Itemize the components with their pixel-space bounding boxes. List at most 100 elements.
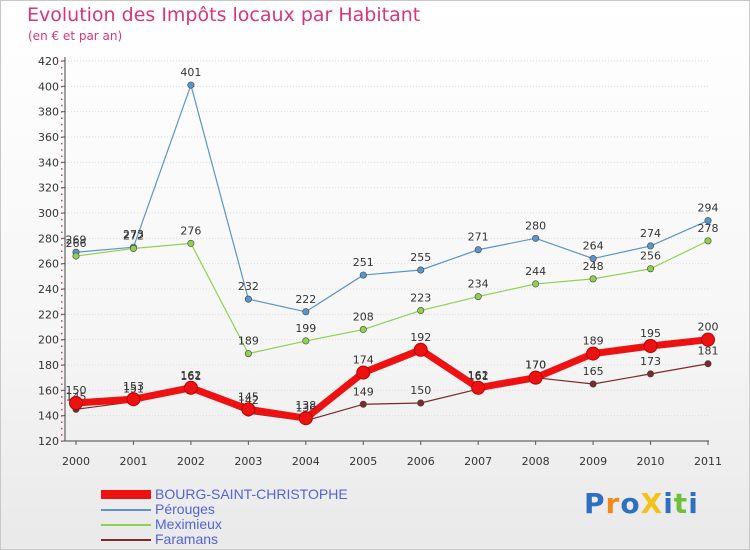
y-minor-tick (61, 155, 63, 157)
y-tick-label: 340 (38, 156, 59, 169)
data-point (417, 266, 425, 274)
x-tick-label: 2004 (292, 455, 320, 468)
logo-letter: r (605, 487, 621, 520)
data-label: 248 (583, 260, 604, 273)
data-label: 401 (180, 66, 201, 79)
y-minor-tick (61, 313, 63, 316)
y-minor-tick (61, 301, 63, 303)
x-tick-label: 2001 (119, 455, 147, 468)
y-minor-tick (61, 396, 63, 398)
legend-swatch (101, 509, 151, 511)
y-minor-tick (61, 351, 63, 354)
y-minor-tick (61, 294, 63, 297)
x-tick-label: 2005 (349, 455, 377, 468)
data-label: 232 (238, 280, 259, 293)
data-point (532, 234, 540, 242)
logo-letter: P (584, 487, 606, 520)
data-point (417, 399, 425, 407)
y-minor-tick (61, 206, 63, 208)
y-minor-tick (61, 269, 63, 271)
data-point (359, 271, 367, 279)
data-label: 145 (238, 390, 259, 403)
y-tick-label: 320 (38, 182, 59, 195)
y-minor-tick (61, 104, 63, 107)
y-minor-tick (61, 149, 63, 151)
data-point (298, 411, 313, 426)
series-faramans: 145151161142136149150161170165173181 (66, 345, 719, 425)
legend-swatch (101, 524, 151, 526)
data-label: 150 (410, 384, 431, 397)
y-minor-tick (61, 212, 63, 214)
data-label: 280 (525, 219, 546, 232)
x-tick-label: 2003 (234, 455, 262, 468)
data-label: 150 (66, 384, 87, 397)
data-point (302, 308, 310, 316)
logo-letter: i (688, 487, 699, 520)
y-minor-tick (61, 66, 63, 69)
y-minor-tick (61, 415, 63, 417)
data-label: 173 (640, 355, 661, 368)
data-label: 273 (123, 228, 144, 241)
y-minor-tick (61, 193, 63, 195)
data-label: 256 (640, 250, 661, 263)
y-tick-label: 140 (38, 410, 59, 423)
data-point (72, 252, 80, 260)
data-label: 255 (410, 251, 431, 264)
data-point (589, 380, 597, 388)
x-tick-label: 2008 (522, 455, 550, 468)
y-minor-tick (61, 383, 63, 385)
data-label: 149 (353, 385, 374, 398)
x-tick-label: 2011 (694, 455, 722, 468)
data-point (187, 81, 195, 89)
y-minor-tick (61, 421, 63, 423)
data-point (647, 370, 655, 378)
data-point (244, 350, 252, 358)
y-minor-tick (61, 282, 63, 284)
y-tick-label: 400 (38, 80, 59, 93)
y-minor-tick (61, 402, 63, 404)
data-label: 271 (468, 231, 489, 244)
line-chart: 120 140 160 180 200 220 240 260 280 300 320 340 360 3… (38, 55, 722, 468)
y-minor-tick (61, 364, 63, 366)
y-tick-label: 300 (38, 207, 59, 220)
data-label: 251 (353, 256, 374, 269)
y-minor-tick (61, 180, 63, 183)
data-point (129, 244, 137, 252)
y-minor-tick (61, 142, 63, 145)
data-label: 161 (468, 370, 489, 383)
y-tick-label: 200 (38, 334, 59, 347)
y-tick-label: 280 (38, 232, 59, 245)
y-minor-tick (61, 231, 63, 233)
y-tick-label: 240 (38, 283, 59, 296)
data-label: 181 (698, 345, 719, 358)
y-minor-tick (61, 275, 63, 278)
y-minor-tick (61, 199, 63, 202)
data-point (704, 360, 712, 368)
data-label: 151 (123, 383, 144, 396)
series-meximieux: 266 272 276 189 199 208 223 234 244 248 256 278 (66, 222, 719, 358)
y-minor-tick (61, 440, 63, 442)
y-minor-tick (61, 218, 63, 221)
y-minor-tick (61, 250, 63, 252)
data-label: 223 (410, 292, 431, 305)
y-tick-label: 180 (38, 359, 59, 372)
y-minor-tick (61, 434, 63, 436)
y-minor-tick (61, 326, 63, 328)
data-label: 266 (66, 237, 87, 250)
y-minor-tick (61, 79, 63, 81)
y-minor-tick (61, 408, 63, 411)
y-minor-tick (61, 320, 63, 322)
data-point (356, 365, 371, 380)
y-minor-tick (61, 370, 63, 373)
data-label: 174 (353, 354, 374, 367)
data-point (413, 342, 428, 357)
y-minor-tick (61, 307, 63, 309)
y-minor-tick (61, 427, 63, 430)
data-label: 162 (180, 369, 201, 382)
data-point (417, 307, 425, 315)
data-point (528, 370, 543, 385)
legend-label: Meximieux (155, 516, 222, 532)
chart-subtitle: (en € et par an) (28, 29, 123, 43)
series-line (75, 84, 709, 313)
